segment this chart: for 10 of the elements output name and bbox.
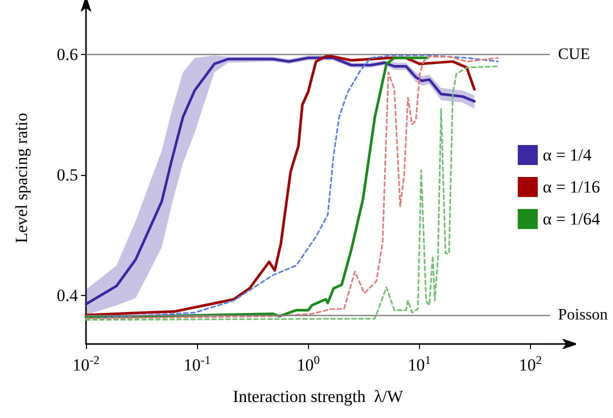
y-axis-title: Level spacing ratio [12, 112, 31, 244]
legend-label: α = 1/64 [542, 210, 600, 228]
x-axis-title: Interaction strength λ/W [232, 387, 404, 406]
y-tick-label: 0.4 [56, 286, 78, 306]
y-tick-label: 0.6 [56, 44, 78, 64]
ref-line-label: Poisson [558, 306, 608, 324]
y-tick-label: 0.5 [56, 165, 78, 184]
legend-label: α = 1/4 [542, 146, 592, 164]
legend-label: α = 1/16 [542, 178, 600, 196]
ref-line-label: CUE [558, 46, 590, 63]
